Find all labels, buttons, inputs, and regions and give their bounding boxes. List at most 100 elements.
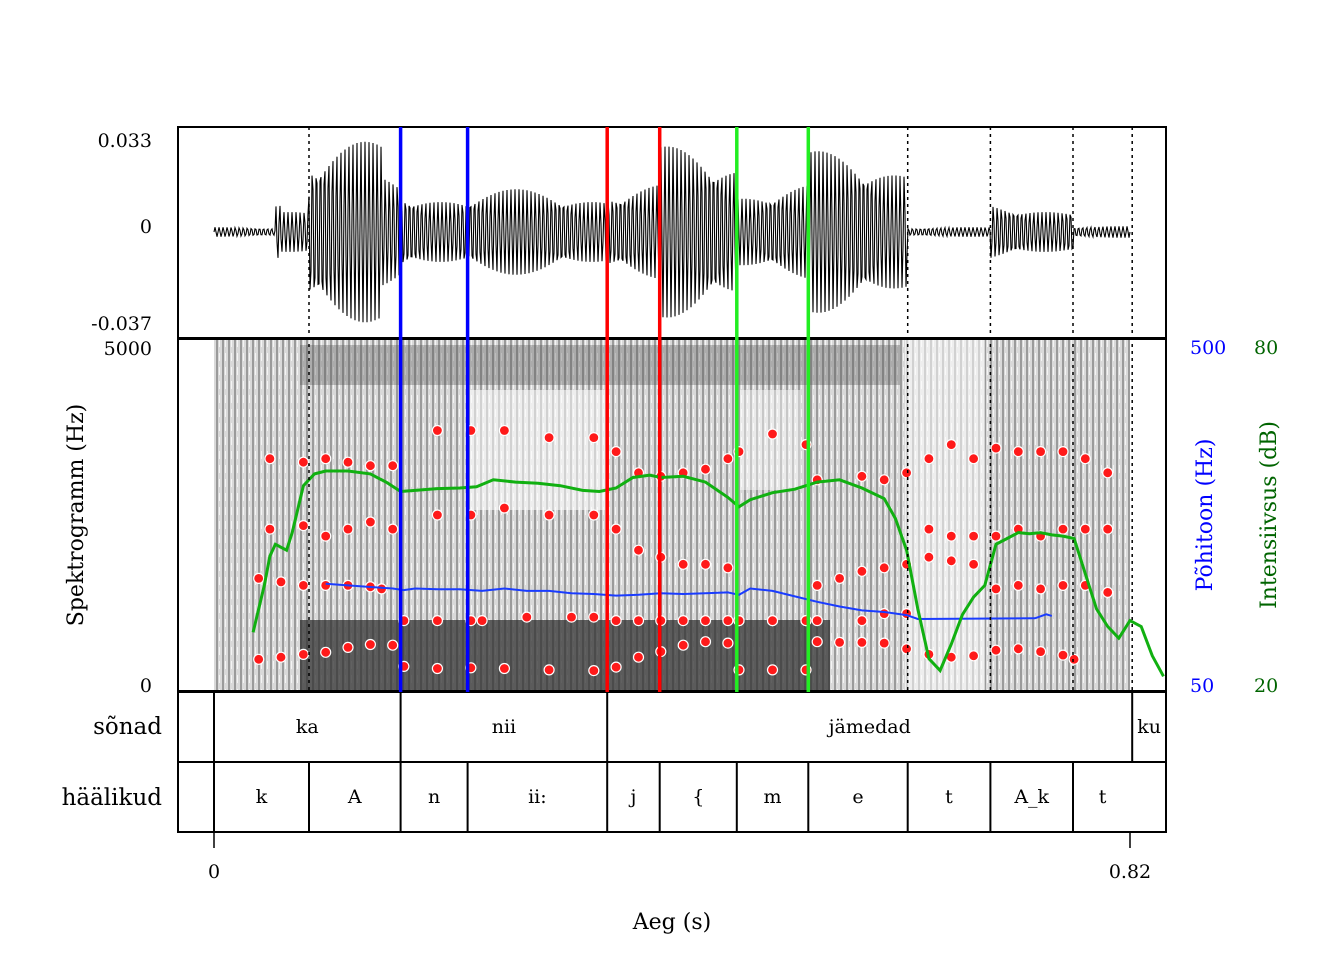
formant-point-f1 [1012, 643, 1024, 655]
formant-point-f3 [766, 614, 779, 627]
formant-point-f1 [990, 644, 1002, 656]
formant-point-f2 [833, 572, 846, 585]
tier-words: ka nii jämedad ku [213, 692, 1161, 762]
spec-ytick-top: 5000 [104, 338, 152, 360]
formant-point-f1 [342, 641, 354, 654]
tier-interval-label: jämedad [827, 716, 911, 738]
formant-point-f1 [498, 662, 510, 675]
formant-point-f4 [431, 424, 443, 437]
formant-point-f1 [610, 661, 622, 673]
xtick-start: 0 [208, 861, 220, 883]
formant-point-f4 [342, 456, 354, 468]
formant-point-f4 [923, 453, 935, 465]
formant-point-f4 [1102, 467, 1114, 479]
formant-point-f1 [967, 650, 980, 662]
formant-point-f4 [543, 432, 555, 444]
formant-point-f1 [543, 664, 555, 676]
formant-point-f2 [699, 614, 712, 627]
formant-point-f3 [1102, 523, 1114, 535]
intensity-tick-top: 80 [1254, 337, 1278, 359]
pitch-tick-top: 500 [1190, 337, 1226, 359]
tier-interval-label: m [763, 786, 781, 808]
formant-point-f3 [498, 502, 510, 514]
spec-ytick-bottom: 0 [140, 675, 152, 697]
formant-point-f1 [722, 637, 734, 649]
formant-point-f1 [900, 643, 913, 655]
formant-point-f3 [387, 523, 399, 535]
formant-point-f2 [476, 614, 488, 627]
formant-point-f3 [923, 523, 935, 535]
formant-point-f4 [1079, 453, 1091, 465]
formant-point-f1 [431, 662, 443, 675]
formant-point-f4 [900, 467, 913, 479]
formant-point-f3 [878, 607, 890, 620]
tier-interval-label: nii [492, 716, 516, 738]
pitch-axis-label: Põhitoon (Hz) [1193, 439, 1218, 592]
formant-point-f1 [856, 636, 868, 649]
tier-interval-label: j [629, 786, 637, 808]
formant-point-f4 [945, 439, 957, 451]
formant-point-f3 [320, 530, 332, 542]
spectrogram-ylabel: Spektrogramm (Hz) [64, 404, 89, 626]
waveform-panel: 0.033 0 -0.037 [91, 126, 1167, 339]
formant-point-f2 [1012, 579, 1024, 592]
formant-point-f4 [610, 446, 622, 458]
formant-point-f2 [811, 579, 823, 592]
formant-point-f3 [364, 516, 376, 528]
formant-point-f2 [1034, 583, 1047, 595]
formant-point-f3 [342, 523, 354, 535]
formant-point-f2 [632, 614, 645, 627]
tier-interval-label: k [256, 786, 268, 808]
formant-point-f2 [677, 614, 689, 627]
formant-point-f4 [498, 424, 510, 437]
formant-point-f1 [632, 651, 645, 663]
formant-point-f4 [1057, 446, 1069, 458]
formant-point-f1 [364, 638, 376, 651]
intensity-tick-bottom: 20 [1254, 675, 1278, 697]
formant-point-f3 [945, 530, 957, 542]
formant-point-f3 [264, 523, 276, 535]
formant-point-f3 [543, 509, 555, 521]
tier-interval-label: A_k [1013, 786, 1049, 808]
formant-point-f2 [1057, 579, 1069, 592]
intensity-axis-label: Intensiivsus (dB) [1257, 421, 1282, 609]
tier-interval-label: { [692, 786, 704, 808]
segment-boundaries [308, 127, 1133, 692]
formant-point-f1 [699, 636, 712, 648]
formant-point-f3 [297, 519, 309, 532]
formant-point-f2 [610, 614, 622, 627]
x-axis-label: Aeg (s) [632, 910, 711, 935]
formant-point-f2 [1102, 586, 1114, 599]
tier-name-phones: häälikud [62, 785, 163, 811]
formant-point-f2 [856, 565, 868, 577]
formant-point-f1 [297, 648, 309, 661]
formant-point-f2 [521, 611, 533, 623]
formant-point-f4 [387, 460, 399, 472]
wave-ytick-zero: 0 [140, 216, 152, 238]
formant-point-f3 [856, 614, 868, 627]
formant-point-f3 [588, 509, 600, 521]
formant-point-f1 [766, 664, 779, 676]
formant-point-f4 [588, 432, 600, 444]
formant-point-f2 [878, 562, 890, 574]
spectrogram-panel: 5000 0 Spektrogramm (Hz) 500 50 80 20 Põ… [64, 337, 1282, 697]
formant-point-f1 [833, 636, 846, 649]
formant-point-f2 [431, 614, 443, 627]
formant-point-f4 [1034, 446, 1047, 458]
formant-point-f1 [588, 664, 600, 677]
formant-point-f2 [253, 572, 265, 585]
formant-point-f1 [253, 653, 265, 665]
formant-point-f3 [990, 530, 1002, 542]
formant-point-f4 [766, 428, 779, 440]
formant-point-f3 [632, 544, 645, 556]
xtick-end: 0.82 [1109, 861, 1151, 883]
formant-point-f2 [967, 558, 980, 570]
formant-point-f1 [1034, 645, 1047, 658]
formant-point-f2 [722, 614, 734, 627]
tier-interval-label: ku [1137, 716, 1161, 738]
formant-point-f3 [1057, 523, 1069, 535]
formant-point-f4 [699, 463, 712, 475]
